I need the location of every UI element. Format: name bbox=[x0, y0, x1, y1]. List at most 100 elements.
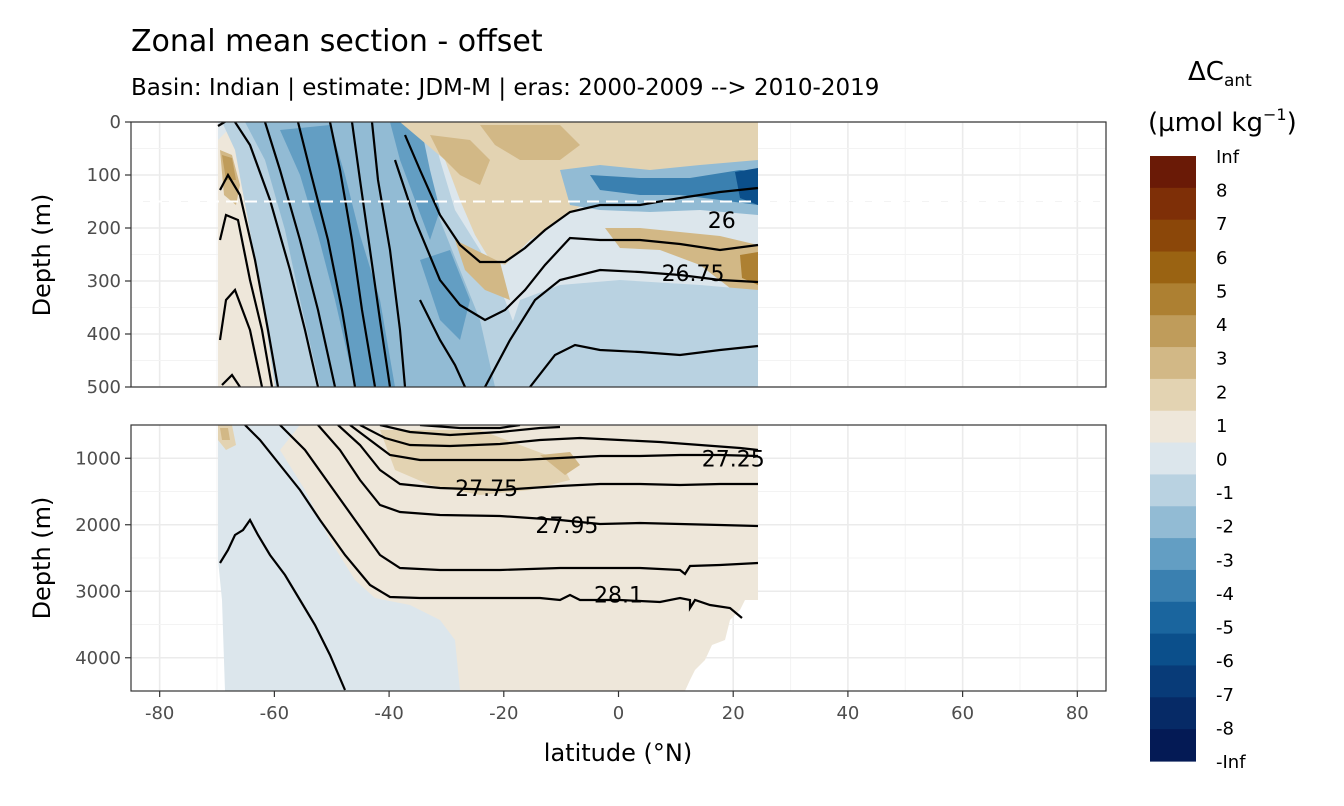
contour-line-lower-5 bbox=[337, 425, 758, 492]
legend-label: 7 bbox=[1216, 214, 1227, 235]
legend-label: -2 bbox=[1216, 517, 1234, 538]
legend-swatch bbox=[1150, 187, 1196, 221]
contour-line-lower-7 bbox=[359, 425, 759, 452]
contour-line-upper-7 bbox=[263, 122, 337, 387]
x-tick-label: -60 bbox=[260, 703, 289, 724]
y-tick-label: 100 bbox=[87, 165, 121, 186]
field-neg-north-darkcore bbox=[735, 168, 758, 205]
legend-label: Inf bbox=[1216, 147, 1240, 168]
contour-line-lower-3 bbox=[279, 425, 759, 576]
field-neg-deep-north bbox=[500, 280, 758, 387]
contour-line-upper-1 bbox=[217, 122, 227, 127]
field-pos-south-edge-core bbox=[222, 155, 236, 180]
y-tick-label: 500 bbox=[87, 377, 121, 398]
field-pos-lower bbox=[280, 425, 758, 691]
field-neg3c-upper bbox=[420, 250, 470, 340]
contour-label: 26.75 bbox=[662, 262, 725, 287]
upper-panel-border bbox=[130, 121, 1107, 388]
upper-panel-fill bbox=[217, 122, 759, 387]
upper-panel: 26 26.75 0 100 200 300 400 500 bbox=[87, 112, 1107, 398]
contour-line-upper-12 bbox=[403, 134, 759, 264]
y-tick-label: 300 bbox=[87, 271, 121, 292]
contour-line-upper-4 bbox=[218, 287, 264, 387]
legend-label: -5 bbox=[1216, 618, 1234, 639]
contour-line-upper-8 bbox=[296, 122, 357, 387]
legend-swatch bbox=[1150, 569, 1196, 603]
legend-swatch bbox=[1150, 283, 1196, 316]
legend-swatch bbox=[1150, 633, 1196, 667]
x-tick-label: -80 bbox=[145, 703, 174, 724]
field-neg3-upper bbox=[280, 125, 395, 387]
legend-swatches bbox=[1150, 156, 1196, 762]
field-neg-north-core bbox=[590, 170, 758, 205]
contour-line-upper-13 bbox=[393, 159, 759, 322]
legend-label: 8 bbox=[1216, 181, 1227, 202]
chart-title: Zonal mean section - offset bbox=[131, 24, 543, 59]
legend-swatch bbox=[1150, 378, 1196, 412]
legend-label: -8 bbox=[1216, 718, 1234, 739]
contour-label: 27.25 bbox=[702, 447, 765, 472]
contour-label: 27.75 bbox=[455, 477, 518, 502]
upper-contours bbox=[217, 122, 759, 387]
legend-label: 2 bbox=[1216, 382, 1227, 403]
lower-panel-fill bbox=[218, 425, 759, 691]
lower-panel: 27.25 27.75 27.95 28.1 1000 2000 3000 4000 bbox=[75, 424, 1107, 692]
contour-line-lower-1 bbox=[219, 517, 347, 691]
contour-line-upper-6 bbox=[234, 122, 320, 387]
contour-line-upper-9 bbox=[328, 122, 377, 387]
x-tick-label: 40 bbox=[836, 703, 859, 724]
y-tick-label: 200 bbox=[87, 218, 121, 239]
x-tick-label: 80 bbox=[1066, 703, 1089, 724]
y-tick-label: 2000 bbox=[75, 515, 121, 536]
field-pos-lower-edge2 bbox=[220, 428, 230, 440]
legend-swatch bbox=[1150, 474, 1196, 507]
field-pos2c-north bbox=[455, 240, 510, 300]
upper-contour-labels: 26 26.75 bbox=[662, 209, 736, 287]
chart-subtitle: Basin: Indian | estimate: JDM-M | eras: … bbox=[131, 75, 880, 101]
y-tick-label: 400 bbox=[87, 324, 121, 345]
contour-label: 28.1 bbox=[594, 584, 643, 609]
contour-line-upper-16 bbox=[529, 343, 759, 387]
contour-line-lower-4 bbox=[317, 425, 759, 528]
legend-swatch bbox=[1150, 251, 1196, 284]
legend-swatch bbox=[1150, 347, 1196, 380]
legend-swatch bbox=[1150, 729, 1196, 762]
legend-swatch bbox=[1150, 506, 1196, 539]
field-neg3b-upper bbox=[390, 122, 440, 240]
contour-line-lower-6 bbox=[349, 425, 759, 462]
y-tick-label: 1000 bbox=[75, 448, 121, 469]
contour-label: 26 bbox=[708, 209, 736, 234]
legend-swatch bbox=[1150, 410, 1196, 444]
legend-label: 4 bbox=[1216, 315, 1227, 336]
field-pos2b-north bbox=[480, 125, 580, 160]
x-tick-label: -20 bbox=[489, 703, 518, 724]
legend-label: -7 bbox=[1216, 685, 1234, 706]
contour-line-upper-5 bbox=[221, 373, 241, 387]
legend-swatch bbox=[1150, 665, 1196, 698]
legend-swatch bbox=[1150, 538, 1196, 571]
legend-label: -Inf bbox=[1216, 752, 1246, 773]
legend-label: 5 bbox=[1216, 281, 1227, 302]
x-axis-title: latitude (°N) bbox=[544, 739, 692, 767]
contour-line-upper-11 bbox=[370, 122, 407, 387]
contour-line-upper-15 bbox=[484, 268, 759, 387]
y-axis-title-upper: Depth (m) bbox=[28, 194, 56, 317]
lower-contours bbox=[219, 425, 759, 691]
x-tick-label: 20 bbox=[722, 703, 745, 724]
contour-line-upper-3 bbox=[218, 213, 274, 387]
y-axis-title-lower: Depth (m) bbox=[28, 497, 56, 620]
legend-swatch bbox=[1150, 156, 1196, 189]
legend-swatch bbox=[1150, 601, 1196, 635]
y-tick-label: 3000 bbox=[75, 581, 121, 602]
legend-swatch bbox=[1150, 315, 1196, 348]
legend-swatch bbox=[1150, 219, 1196, 253]
field-pos-north-band2 bbox=[605, 228, 758, 292]
legend-label: -4 bbox=[1216, 584, 1234, 605]
contour-label: 27.95 bbox=[535, 514, 598, 539]
legend-label: 0 bbox=[1216, 450, 1227, 471]
legend-label: -1 bbox=[1216, 483, 1234, 504]
x-tick-label: 60 bbox=[951, 703, 974, 724]
legend-label: 1 bbox=[1216, 416, 1227, 437]
legend-label: 6 bbox=[1216, 248, 1227, 269]
contour-line-upper-14 bbox=[419, 299, 467, 387]
